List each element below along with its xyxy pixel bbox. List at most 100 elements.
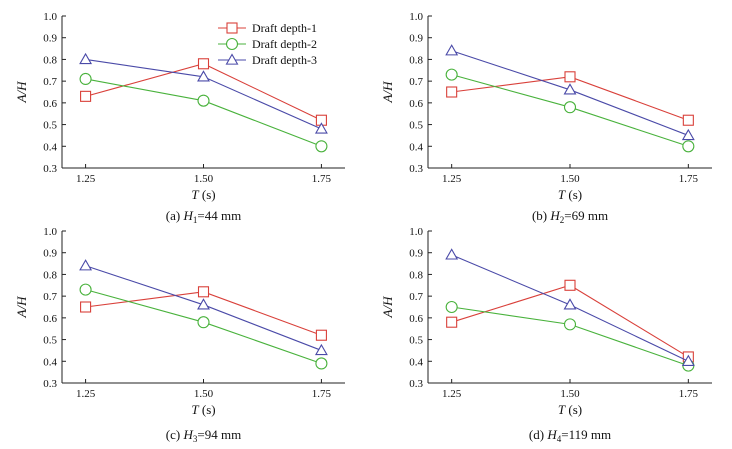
panel-b-point-draft-depth-1 [682,114,694,126]
panel-a-point-draft-depth-2 [79,72,92,86]
panel-d-series-draft-depth-2 [445,300,695,372]
panel-b-point-draft-depth-3 [681,128,695,141]
panel-c-y-tick-label: 0.5 [43,335,57,347]
panel-c-y-axis-label: A/H [14,296,29,319]
panel-a-point-draft-depth-2 [315,140,328,153]
panel-a-point-draft-depth-3 [79,52,93,65]
panel-c-point-draft-depth-1 [197,286,210,298]
panel-b-y-tick-label: 0.8 [409,54,423,66]
panel-d-point-draft-depth-2 [445,300,458,314]
panel-d-point-draft-depth-3 [563,298,577,310]
panel-a-y-tick-label: 0.7 [43,76,57,88]
panel-c-x-tick-label: 1.50 [194,388,214,400]
panel-d-series-draft-depth-3 [445,248,695,366]
panel-d-point-draft-depth-1 [446,316,458,328]
panel-c-y-tick-label: 0.4 [43,356,57,368]
panel-d-line-draft-depth-2 [451,306,689,367]
panel-c-point-draft-depth-1 [80,301,92,313]
panel-a-point-draft-depth-1 [80,90,92,102]
panel-d-y-tick-label: 0.7 [409,291,423,303]
legend-marker-draft-depth-3 [225,53,239,65]
panel-d-chart: 0.3 0.4 0.5 0.6 0.7 0.8 0.9 1.0 1.25 1.50 1.75 T (s… [380,226,712,417]
panel-c-point-draft-depth-2 [315,357,328,370]
panel-c-y-tick-label: 0.9 [43,248,57,260]
panel-d-x-tick-label: 1.25 [442,388,462,400]
panel-a-line-draft-depth-2 [85,78,322,147]
panel-a-series-draft-depth-3 [79,52,328,134]
panel-d-y-tick-label: 0.3 [409,378,423,390]
panel-a-legend: Draft depth-1 Draft depth-2 Draft depth-3 [218,21,317,67]
panel-d-x-axis-label: T (s) [558,402,582,417]
panel-b-y-tick-label: 0.3 [409,163,423,175]
panel-b-y-tick-label: 0.4 [409,141,423,153]
panel-d-point-draft-depth-3 [681,354,695,366]
panel-d-point-draft-depth-2 [563,318,577,331]
panel-d-y-tick-label: 0.5 [409,335,423,347]
panel-d-x-tick-label: 1.50 [560,388,580,400]
panel-b-series-draft-depth-3 [445,44,695,141]
panel-b-x-axis-label: T (s) [558,187,582,202]
panel-a-point-draft-depth-3 [314,122,328,134]
panel-b-point-draft-depth-3 [563,83,577,95]
panel-b-y-tick-label: 0.6 [409,98,423,110]
panel-a-x-tick-label: 1.50 [194,173,214,185]
panel-c-x-axis-label: T (s) [191,402,215,417]
panel-c-series-draft-depth-1 [80,286,327,341]
panel-a-point-draft-depth-2 [197,94,210,107]
panel-c-x-tick-label: 1.75 [312,388,332,400]
panel-c-y-tick-label: 0.7 [43,291,57,303]
panel-c-y-tick-label: 1.0 [43,226,57,238]
panel-a-y-tick-label: 0.5 [43,120,57,132]
panel-d-y-tick-label: 1.0 [409,226,423,238]
panel-c-point-draft-depth-1 [315,329,327,341]
panel-c-chart: 0.3 0.4 0.5 0.6 0.7 0.8 0.9 1.0 1.25 1.50 1.75 T (s… [14,226,345,417]
panel-a-y-axis-label: A/H [14,81,29,104]
panel-b-point-draft-depth-2 [445,68,458,81]
panel-a-point-draft-depth-1 [197,58,210,70]
panel-c-point-draft-depth-3 [197,298,210,310]
panel-c-y-tick-label: 0.8 [43,269,57,281]
panel-a-y-tick-label: 0.6 [43,98,57,110]
panel-b-point-draft-depth-1 [564,71,576,83]
panel-d-point-draft-depth-1 [564,279,576,291]
panel-a-y-tick-label: 0.3 [43,163,57,175]
panel-b-y-tick-label: 0.5 [409,120,423,132]
panel-b-series-draft-depth-2 [445,68,695,153]
panel-c-x-tick-label: 1.25 [76,388,96,400]
panel-b-point-draft-depth-3 [445,44,459,56]
panel-b-y-axis-label: A/H [380,81,395,104]
panel-a-chart: 0.3 0.4 0.5 0.6 0.7 0.8 0.9 1.0 1.25 1.50 1.75 T (s… [14,11,345,202]
panel-d-point-draft-depth-3 [445,248,459,260]
panel-a-y-tick-label: 0.4 [43,141,57,153]
panel-a-x-tick-label: 1.75 [312,173,332,185]
panel-b-x-tick-label: 1.25 [442,173,462,185]
panel-b-x-tick-label: 1.50 [560,173,580,185]
panel-c-y-tick-label: 0.3 [43,378,57,390]
panel-b-y-tick-label: 0.7 [409,76,423,88]
panel-b-x-tick-label: 1.75 [679,173,699,185]
panel-c-point-draft-depth-2 [79,283,92,296]
panel-c-point-draft-depth-3 [79,259,93,271]
panel-c-caption: (c) H3=94 mm [166,427,241,444]
panel-d-y-tick-label: 0.8 [409,269,423,281]
panel-b-point-draft-depth-2 [682,140,695,153]
panel-b-chart: 0.3 0.4 0.5 0.6 0.7 0.8 0.9 1.0 1.25 1.50 1.75 T (s… [380,11,712,202]
panel-a-series-draft-depth-1 [80,58,327,126]
panel-a-x-tick-label: 1.25 [76,173,96,185]
panel-d-y-tick-label: 0.6 [409,313,423,325]
panel-b-y-tick-label: 0.9 [409,33,423,45]
panel-d-y-axis-label: A/H [380,296,395,319]
legend-label-draft-depth-1: Draft depth-1 [252,21,317,35]
panel-c-point-draft-depth-3 [314,343,328,356]
panel-b-y-tick-label: 1.0 [409,11,423,23]
panel-a-y-tick-label: 0.9 [43,33,57,45]
panel-d-y-tick-label: 0.4 [409,356,423,368]
panel-c-series-draft-depth-3 [79,259,328,356]
panel-d-x-tick-label: 1.75 [679,388,699,400]
panel-b-series-draft-depth-1 [446,71,694,126]
panel-a-caption: (a) H1=44 mm [166,208,241,225]
panel-b-point-draft-depth-2 [563,101,577,114]
panel-b-point-draft-depth-1 [446,86,458,98]
panel-a-point-draft-depth-3 [197,70,210,82]
